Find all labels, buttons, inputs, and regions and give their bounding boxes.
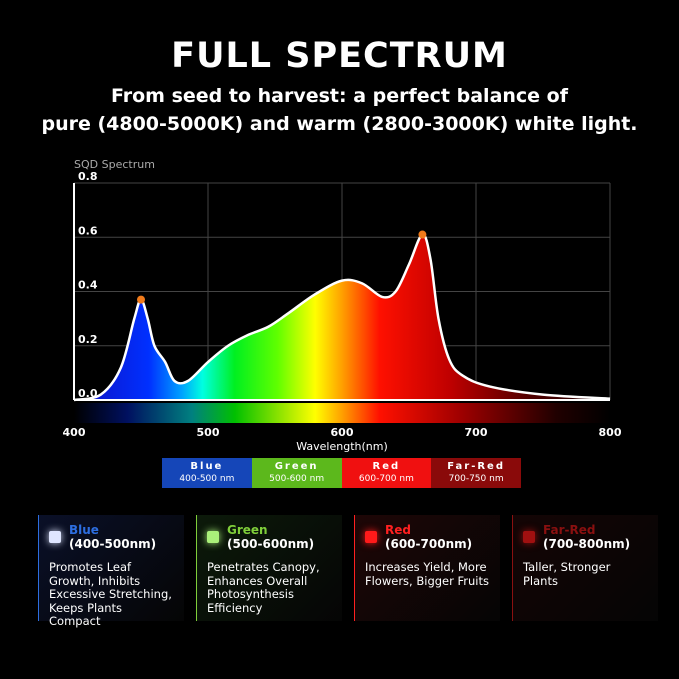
band-range: 700-750 nm [448,474,504,484]
card-text: Promotes Leaf Growth, Inhibits Excessive… [49,560,172,628]
x-tick-label: 500 [197,426,220,439]
band-blue: Blue 400-500 nm [162,458,252,488]
y-tick-label: 0.2 [78,333,98,346]
card-green: Green (500-600nm) Penetrates Canopy, Enhan… [196,515,342,621]
card-red: Red (600-700nm) Increases Yield, More Flow… [354,515,500,621]
card-range: (500-600nm) [227,537,315,551]
card-text: Increases Yield, More Flowers, Bigger Fr… [365,560,489,588]
card-blue: Blue (400-500nm) Promotes Leaf Growth, Inh… [38,515,184,628]
band-name: Far-Red [447,461,505,472]
band-red: Red 600-700 nm [341,458,432,488]
band-range: 400-500 nm [179,474,235,484]
y-tick-label: 0.8 [78,170,98,183]
peak-marker [418,230,427,239]
card-range: (600-700nm) [385,537,473,551]
band-range: 600-700 nm [358,474,414,484]
band-name: Green [274,461,319,472]
band-green: Green 500-600 nm [251,458,342,488]
x-tick-label: 400 [63,426,86,439]
y-tick-label: 0.6 [78,224,98,237]
y-tick-label: 0.4 [78,279,98,292]
subtitle-line-1: From seed to harvest: a perfect balance … [110,85,568,107]
light-square-icon [49,531,61,543]
x-tick-label: 800 [599,426,622,439]
spectrum-area [74,234,610,400]
x-tick-label: 600 [331,426,354,439]
band-range: 500-600 nm [269,474,325,484]
chart-title: SQD Spectrum [74,160,155,171]
card-far-red: Far-Red (700-800nm) Taller, Stronger Plant… [512,515,658,621]
subtitle-line-2: pure (4800-5000K) and warm (2800-3000K) … [41,113,638,135]
band-name: Red [372,461,401,472]
spectrum-line [73,233,611,402]
card-name: Far-Red [543,523,596,537]
light-square-icon [365,531,377,543]
light-square-icon [523,531,535,543]
card-range: (700-800nm) [543,537,631,551]
peak-marker [137,295,145,304]
card-text: Penetrates Canopy, Enhances Overall Phot… [207,560,320,615]
light-square-icon [207,531,219,543]
card-name: Red [385,523,411,537]
card-name: Blue [69,523,99,537]
card-text: Taller, Stronger Plants [523,560,611,588]
spectrum-color-bar [74,403,610,423]
band-far-red: Far-Red 700-750 nm [431,458,521,488]
x-axis-label: Wavelength(nm) [296,440,388,453]
card-name: Green [227,523,268,537]
band-cards: Blue (400-500nm) Promotes Leaf Growth, Inh… [38,515,658,628]
page-title: FULL SPECTRUM [171,36,508,76]
card-range: (400-500nm) [69,537,157,551]
band-legend: Blue 400-500 nm Green 500-600 nm Red 600-700 … [162,458,521,488]
x-tick-label: 700 [465,426,488,439]
band-name: Blue [190,461,224,472]
